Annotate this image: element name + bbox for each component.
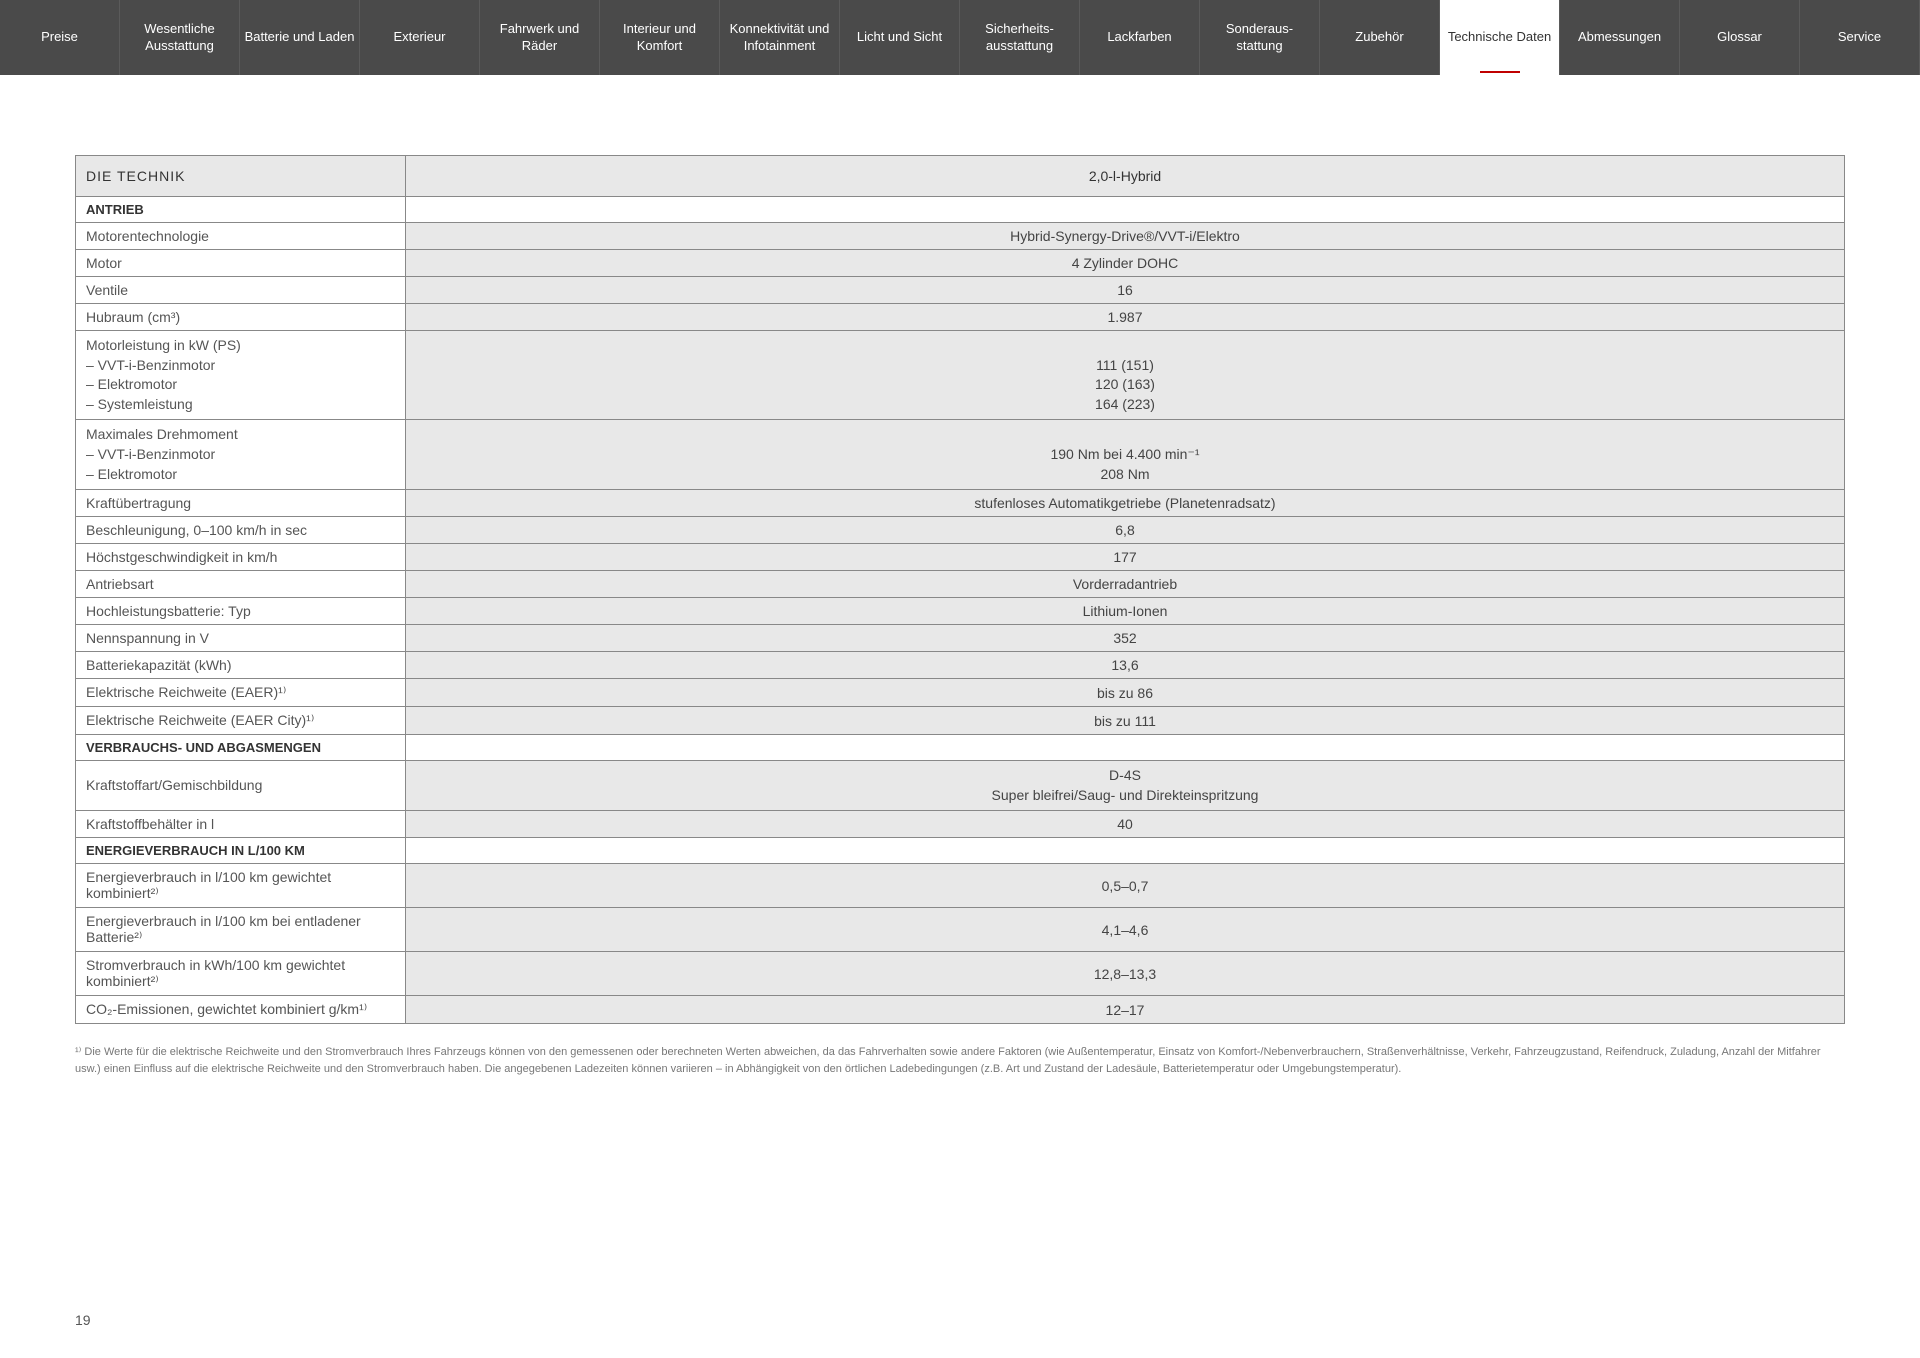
- nav-tab[interactable]: Interieur und Komfort: [600, 0, 720, 75]
- spec-label: Nennspannung in V: [76, 625, 406, 652]
- table-row: Stromverbrauch in kWh/100 km gewichtet k…: [76, 952, 1845, 996]
- spec-label: Motorentechnologie: [76, 223, 406, 250]
- spec-label: Ventile: [76, 277, 406, 304]
- nav-tab[interactable]: Sonderaus-stattung: [1200, 0, 1320, 75]
- spec-value: Lithium-Ionen: [406, 598, 1845, 625]
- table-row: Nennspannung in V352: [76, 625, 1845, 652]
- nav-tab[interactable]: Preise: [0, 0, 120, 75]
- nav-tab[interactable]: Fahrwerk und Räder: [480, 0, 600, 75]
- spec-label: Batteriekapazität (kWh): [76, 652, 406, 679]
- spec-label: Kraftstoffart/Gemischbildung: [76, 761, 406, 811]
- nav-tab[interactable]: Exterieur: [360, 0, 480, 75]
- spec-label: Motorleistung in kW (PS) – VVT-i-Benzinm…: [76, 331, 406, 420]
- table-row: Hochleistungsbatterie: TypLithium-Ionen: [76, 598, 1845, 625]
- spec-label: Beschleunigung, 0–100 km/h in sec: [76, 517, 406, 544]
- section-header-row: ENERGIEVERBRAUCH IN L/100 KM: [76, 838, 1845, 864]
- table-row: Kraftstoffbehälter in l40: [76, 811, 1845, 838]
- spec-label: Energieverbrauch in l/100 km gewichtet k…: [76, 864, 406, 908]
- table-row: Elektrische Reichweite (EAER)¹⁾bis zu 86: [76, 679, 1845, 707]
- spec-table: DIE TECHNIK 2,0-l-Hybrid ANTRIEBMotorent…: [75, 155, 1845, 1024]
- table-header-row: DIE TECHNIK 2,0-l-Hybrid: [76, 156, 1845, 197]
- spec-value: 12,8–13,3: [406, 952, 1845, 996]
- spec-value: 1.987: [406, 304, 1845, 331]
- spec-label: Kraftstoffbehälter in l: [76, 811, 406, 838]
- nav-tab[interactable]: Lackfarben: [1080, 0, 1200, 75]
- table-row: Motor4 Zylinder DOHC: [76, 250, 1845, 277]
- table-row: Elektrische Reichweite (EAER City)¹⁾bis …: [76, 707, 1845, 735]
- spec-label: Maximales Drehmoment – VVT-i-Benzinmotor…: [76, 420, 406, 490]
- table-row: Höchstgeschwindigkeit in km/h177: [76, 544, 1845, 571]
- footnote-text: ¹⁾ Die Werte für die elektrische Reichwe…: [75, 1044, 1845, 1077]
- spec-label: Höchstgeschwindigkeit in km/h: [76, 544, 406, 571]
- top-nav: PreiseWesentliche AusstattungBatterie un…: [0, 0, 1920, 75]
- table-title: DIE TECHNIK: [76, 156, 406, 197]
- spec-value: 4 Zylinder DOHC: [406, 250, 1845, 277]
- nav-tab[interactable]: Licht und Sicht: [840, 0, 960, 75]
- spec-label: Hubraum (cm³): [76, 304, 406, 331]
- table-row: Batteriekapazität (kWh)13,6: [76, 652, 1845, 679]
- spec-value: 4,1–4,6: [406, 908, 1845, 952]
- section-header-row: ANTRIEB: [76, 197, 1845, 223]
- section-header-row: VERBRAUCHS- UND ABGASMENGEN: [76, 735, 1845, 761]
- section-header-label: ANTRIEB: [76, 197, 406, 223]
- nav-tab[interactable]: Service: [1800, 0, 1920, 75]
- spec-value: 177: [406, 544, 1845, 571]
- table-row: Hubraum (cm³)1.987: [76, 304, 1845, 331]
- spec-value: 12–17: [406, 996, 1845, 1024]
- spec-value: stufenloses Automatikgetriebe (Planetenr…: [406, 490, 1845, 517]
- section-header-label: ENERGIEVERBRAUCH IN L/100 KM: [76, 838, 406, 864]
- spec-value: 111 (151) 120 (163) 164 (223): [406, 331, 1845, 420]
- nav-tab[interactable]: Konnektivität und Infotainment: [720, 0, 840, 75]
- section-header-value: [406, 838, 1845, 864]
- section-header-label: VERBRAUCHS- UND ABGASMENGEN: [76, 735, 406, 761]
- page-number: 19: [75, 1312, 91, 1328]
- spec-label: Elektrische Reichweite (EAER City)¹⁾: [76, 707, 406, 735]
- content-area: DIE TECHNIK 2,0-l-Hybrid ANTRIEBMotorent…: [0, 75, 1920, 1077]
- spec-value: Hybrid-Synergy-Drive®/VVT-i/Elektro: [406, 223, 1845, 250]
- spec-value: 352: [406, 625, 1845, 652]
- spec-label: Kraftübertragung: [76, 490, 406, 517]
- nav-tab[interactable]: Zubehör: [1320, 0, 1440, 75]
- table-row: Kraftübertragungstufenloses Automatikget…: [76, 490, 1845, 517]
- spec-value: 40: [406, 811, 1845, 838]
- table-row: CO₂-Emissionen, gewichtet kombiniert g/k…: [76, 996, 1845, 1024]
- table-row: Ventile16: [76, 277, 1845, 304]
- spec-label: Stromverbrauch in kWh/100 km gewichtet k…: [76, 952, 406, 996]
- section-header-value: [406, 197, 1845, 223]
- table-row: Maximales Drehmoment – VVT-i-Benzinmotor…: [76, 420, 1845, 490]
- spec-value: 0,5–0,7: [406, 864, 1845, 908]
- spec-label: Elektrische Reichweite (EAER)¹⁾: [76, 679, 406, 707]
- table-row: Motorleistung in kW (PS) – VVT-i-Benzinm…: [76, 331, 1845, 420]
- spec-value: 13,6: [406, 652, 1845, 679]
- nav-tab[interactable]: Glossar: [1680, 0, 1800, 75]
- table-row: AntriebsartVorderradantrieb: [76, 571, 1845, 598]
- spec-label: Motor: [76, 250, 406, 277]
- nav-tab[interactable]: Abmessungen: [1560, 0, 1680, 75]
- section-header-value: [406, 735, 1845, 761]
- nav-tab[interactable]: Technische Daten: [1440, 0, 1560, 75]
- spec-value: bis zu 86: [406, 679, 1845, 707]
- nav-tab[interactable]: Batterie und Laden: [240, 0, 360, 75]
- spec-label: Antriebsart: [76, 571, 406, 598]
- spec-value: bis zu 111: [406, 707, 1845, 735]
- spec-label: Energieverbrauch in l/100 km bei entlade…: [76, 908, 406, 952]
- table-row: Energieverbrauch in l/100 km gewichtet k…: [76, 864, 1845, 908]
- table-variant: 2,0-l-Hybrid: [406, 156, 1845, 197]
- spec-value: 16: [406, 277, 1845, 304]
- spec-value: D-4S Super bleifrei/Saug- und Direkteins…: [406, 761, 1845, 811]
- table-row: Beschleunigung, 0–100 km/h in sec6,8: [76, 517, 1845, 544]
- spec-value: 6,8: [406, 517, 1845, 544]
- spec-value: 190 Nm bei 4.400 min⁻¹ 208 Nm: [406, 420, 1845, 490]
- nav-tab[interactable]: Wesentliche Ausstattung: [120, 0, 240, 75]
- table-row: Kraftstoffart/GemischbildungD-4S Super b…: [76, 761, 1845, 811]
- table-row: Energieverbrauch in l/100 km bei entlade…: [76, 908, 1845, 952]
- spec-label: CO₂-Emissionen, gewichtet kombiniert g/k…: [76, 996, 406, 1024]
- nav-tab[interactable]: Sicherheits-ausstattung: [960, 0, 1080, 75]
- table-row: MotorentechnologieHybrid-Synergy-Drive®/…: [76, 223, 1845, 250]
- spec-value: Vorderradantrieb: [406, 571, 1845, 598]
- spec-label: Hochleistungsbatterie: Typ: [76, 598, 406, 625]
